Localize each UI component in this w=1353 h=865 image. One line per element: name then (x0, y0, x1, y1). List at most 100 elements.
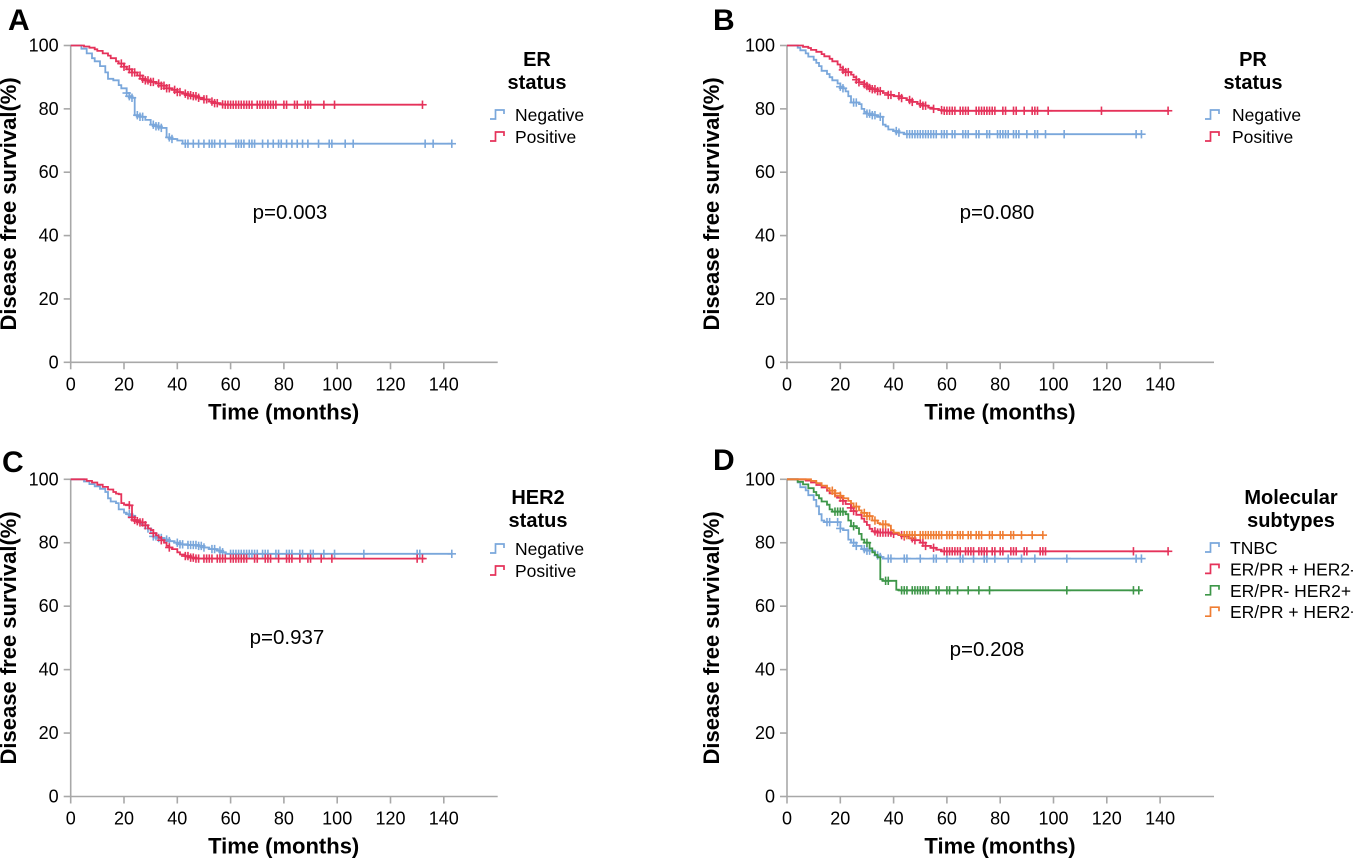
y-tick-label: 20 (755, 289, 775, 309)
p-value-label: p=0.080 (960, 201, 1035, 224)
x-tick-label: 100 (322, 374, 352, 394)
legend-step-icon (1205, 584, 1220, 596)
legend-title: Molecular (1244, 487, 1338, 509)
x-tick-label: 40 (884, 374, 904, 394)
legend-step-icon (490, 565, 505, 576)
x-tick-label: 60 (221, 374, 241, 394)
legend-step-icon (490, 131, 505, 142)
y-tick-label: 100 (29, 469, 59, 489)
km-curve-positive (70, 478, 426, 560)
x-tick-label: 140 (1145, 374, 1175, 394)
censor-marks-negative (836, 82, 1146, 139)
x-tick-label: 60 (937, 809, 957, 829)
legend-item-label: Positive (1232, 127, 1293, 147)
x-tick-label: 60 (221, 809, 241, 829)
y-tick-label: 40 (755, 226, 775, 246)
censor-marks-positive (117, 59, 427, 109)
censor-marks-positive (838, 65, 1173, 115)
km-curve-tnbc (787, 478, 1142, 560)
panel-d-molecular-subtypes: D 0 20 40 60 80 100 120 140 0 20 40 60 80 100 Time (mon… (677, 432, 1353, 865)
y-tick-label: 100 (29, 36, 59, 56)
x-tick-label: 80 (990, 374, 1010, 394)
x-tick-label: 40 (884, 809, 904, 829)
km-curve-er-pr-her2- (787, 478, 1169, 553)
y-tick-label: 100 (745, 469, 775, 489)
y-tick-label: 40 (39, 226, 59, 246)
x-axis-title: Time (months) (208, 834, 359, 859)
censor-marks-tnbc (822, 517, 1146, 563)
panel-letter: B (713, 4, 735, 37)
y-tick-label: 0 (49, 787, 59, 807)
censor-marks-er-pr-her2- (836, 493, 1173, 556)
legend-item-label: Negative (515, 539, 584, 559)
y-tick-label: 40 (39, 660, 59, 680)
x-tick-label: 120 (375, 809, 405, 829)
y-tick-label: 60 (755, 162, 775, 182)
x-tick-label: 40 (167, 374, 187, 394)
legend-item-label: ER/PR + HER2+ (1230, 602, 1353, 622)
legend-step-icon (490, 543, 505, 554)
x-tick-label: 80 (274, 809, 294, 829)
panel-letter: A (8, 4, 30, 37)
km-curve-positive (787, 44, 1169, 112)
y-axis-title: Disease free survival(%) (699, 77, 724, 330)
y-tick-label: 20 (39, 289, 59, 309)
legend-step-icon (1205, 606, 1220, 618)
km-chart-c: C 0 20 40 60 80 100 120 140 0 20 40 60 80 100 Time (mon… (0, 446, 584, 859)
legend-title: HER2 (511, 487, 564, 509)
panel-b-pr-status: B 0 20 40 60 80 100 120 140 0 20 40 60 80 100 Time (mon… (677, 0, 1353, 432)
legend-item-label: Negative (1232, 105, 1301, 125)
censor-marks-negative (122, 88, 456, 148)
censor-marks-positive (125, 501, 427, 563)
y-tick-label: 60 (39, 162, 59, 182)
km-curve-negative (787, 44, 1142, 136)
y-axis-title: Disease free survival(%) (0, 77, 21, 330)
x-tick-label: 40 (167, 809, 187, 829)
x-tick-label: 0 (782, 809, 792, 829)
x-tick-label: 120 (1092, 809, 1122, 829)
legend-item-label: Positive (515, 127, 576, 147)
x-tick-label: 120 (1092, 374, 1122, 394)
y-tick-label: 80 (755, 99, 775, 119)
p-value-label: p=0.003 (253, 201, 328, 224)
x-tick-label: 20 (830, 809, 850, 829)
x-tick-label: 140 (429, 374, 459, 394)
x-axis-title: Time (months) (924, 399, 1075, 424)
panel-letter: C (2, 446, 24, 479)
x-tick-label: 100 (1038, 374, 1068, 394)
y-tick-label: 80 (39, 533, 59, 553)
y-tick-label: 60 (755, 596, 775, 616)
x-tick-label: 20 (114, 809, 134, 829)
legend-step-icon (1205, 131, 1220, 142)
y-tick-label: 0 (765, 787, 775, 807)
legend-item-label: Positive (515, 561, 576, 581)
legend-title: subtypes (1247, 510, 1335, 532)
x-tick-label: 60 (937, 374, 957, 394)
x-axis-title: Time (months) (924, 834, 1075, 859)
y-tick-label: 40 (755, 660, 775, 680)
x-tick-label: 100 (322, 809, 352, 829)
legend-title: ER (523, 49, 551, 71)
legend-item-label: Negative (515, 105, 584, 125)
panel-c-her2-status: C 0 20 40 60 80 100 120 140 0 20 40 60 80 100 Time (mon… (0, 432, 677, 865)
y-tick-label: 80 (755, 533, 775, 553)
y-axis-title: Disease free survival(%) (699, 511, 724, 764)
x-tick-label: 0 (66, 374, 76, 394)
x-tick-label: 140 (429, 809, 459, 829)
km-chart-b: B 0 20 40 60 80 100 120 140 0 20 40 60 80 100 Time (mon… (699, 4, 1301, 424)
km-chart-a: A 0 20 40 60 80 100 120 140 0 20 40 60 80 100 Time (mon… (0, 4, 584, 424)
legend-item-label: ER/PR + HER2- (1230, 559, 1353, 579)
legend-title: status (509, 510, 568, 532)
legend-title: status (1224, 72, 1283, 94)
x-axis-title: Time (months) (208, 399, 359, 424)
legend-step-icon (490, 109, 505, 120)
legend-step-icon (1205, 563, 1220, 575)
y-tick-label: 0 (49, 352, 59, 372)
km-curve-negative (70, 44, 452, 145)
x-tick-label: 120 (375, 374, 405, 394)
legend-item-label: TNBC (1230, 538, 1278, 558)
